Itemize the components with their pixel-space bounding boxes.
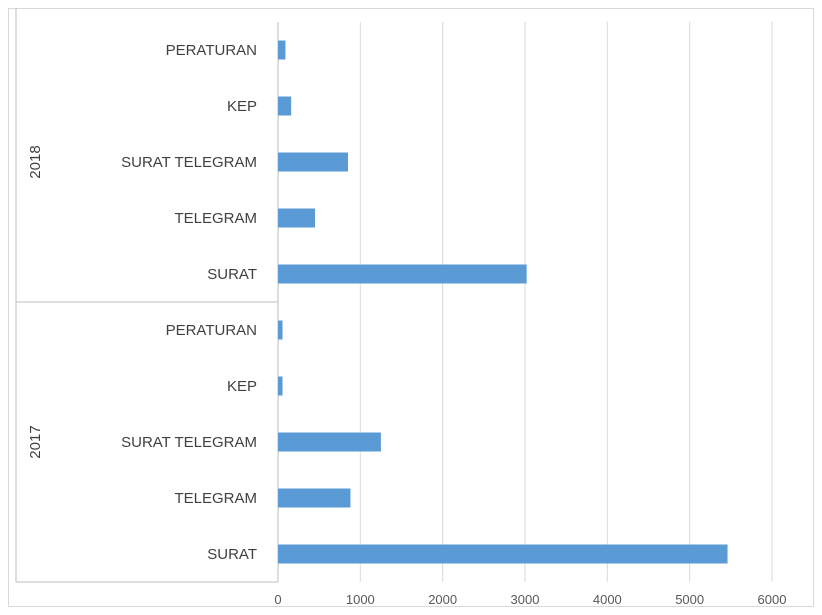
- x-tick-label: 1000: [346, 592, 375, 607]
- category-label: SURAT: [207, 546, 257, 563]
- bar-2017-kep: [278, 376, 283, 396]
- bar-2018-peraturan: [278, 40, 286, 60]
- group-label: 2018: [27, 145, 44, 178]
- bar-2018-surat: [278, 264, 527, 284]
- x-tick-label: 2000: [428, 592, 457, 607]
- category-label: TELEGRAM: [174, 210, 257, 227]
- category-label: SURAT TELEGRAM: [121, 154, 257, 171]
- x-tick-label: 0: [274, 592, 281, 607]
- x-tick-label: 4000: [593, 592, 622, 607]
- bar-2017-surat-telegram: [278, 432, 381, 452]
- category-label: SURAT TELEGRAM: [121, 434, 257, 451]
- x-tick-label: 5000: [675, 592, 704, 607]
- bar-2017-peraturan: [278, 320, 283, 340]
- category-label: TELEGRAM: [174, 490, 257, 507]
- x-tick-label: 3000: [511, 592, 540, 607]
- x-tick-label: 6000: [758, 592, 787, 607]
- group-label: 2017: [27, 425, 44, 458]
- bar-2018-kep: [278, 96, 292, 116]
- bar-2018-surat-telegram: [278, 152, 348, 172]
- bar-2018-telegram: [278, 208, 316, 228]
- chart-frame: [8, 8, 814, 607]
- bar-2017-surat: [278, 544, 728, 564]
- category-label: PERATURAN: [166, 322, 257, 339]
- category-label: SURAT: [207, 266, 257, 283]
- category-label: KEP: [227, 98, 257, 115]
- category-label: PERATURAN: [166, 42, 257, 59]
- bar-2017-telegram: [278, 488, 351, 508]
- category-label: KEP: [227, 378, 257, 395]
